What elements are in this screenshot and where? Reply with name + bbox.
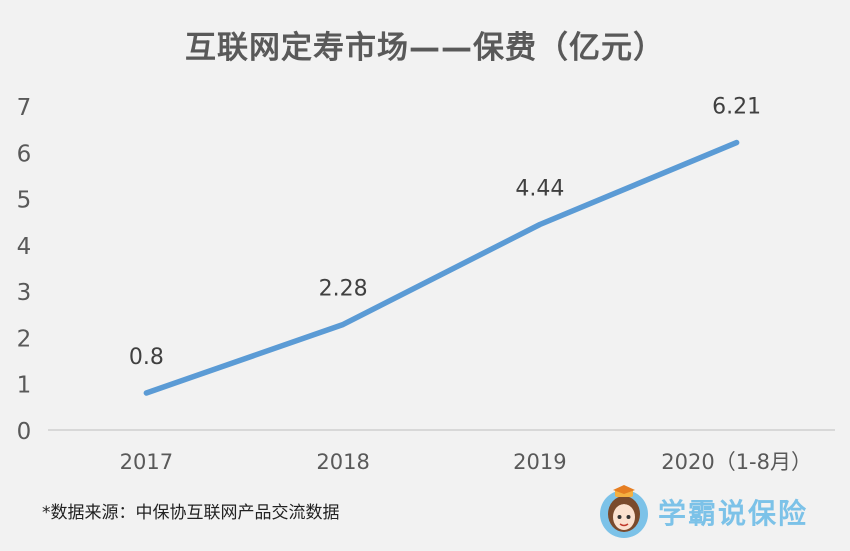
source-note: *数据来源：中保协互联网产品交流数据: [42, 503, 340, 523]
y-tick-label: 5: [17, 188, 32, 214]
data-label: 4.44: [515, 176, 564, 201]
x-tick-label: 2019: [513, 450, 566, 474]
data-label: 2.28: [319, 276, 368, 301]
y-axis: 0 1 2 3 4 5 6 7: [17, 95, 32, 445]
x-axis: 2017 2018 2019 2020（1-8月）: [120, 450, 812, 474]
y-tick-label: 7: [17, 95, 32, 121]
y-tick-label: 6: [17, 141, 32, 167]
chart-title: 互联网定寿市场——保费（亿元）: [185, 30, 665, 66]
x-tick-label: 2017: [120, 450, 173, 474]
data-label: 6.21: [712, 95, 761, 120]
data-labels: 0.8 2.28 4.44 6.21: [129, 95, 761, 370]
cartoon-girl-avatar-icon: [600, 485, 648, 538]
x-tick-label: 2018: [316, 450, 369, 474]
y-tick-label: 0: [17, 419, 32, 445]
series-line: [143, 139, 740, 396]
y-tick-label: 2: [17, 326, 32, 352]
brand-logo: 学霸说保险: [598, 484, 808, 540]
y-tick-label: 1: [17, 373, 32, 399]
data-label: 0.8: [129, 345, 164, 370]
y-tick-label: 4: [17, 234, 32, 260]
brand-name: 学霸说保险: [658, 497, 809, 530]
x-tick-label: 2020（1-8月）: [661, 450, 812, 474]
y-tick-label: 3: [17, 280, 32, 306]
series-group: [143, 139, 740, 396]
